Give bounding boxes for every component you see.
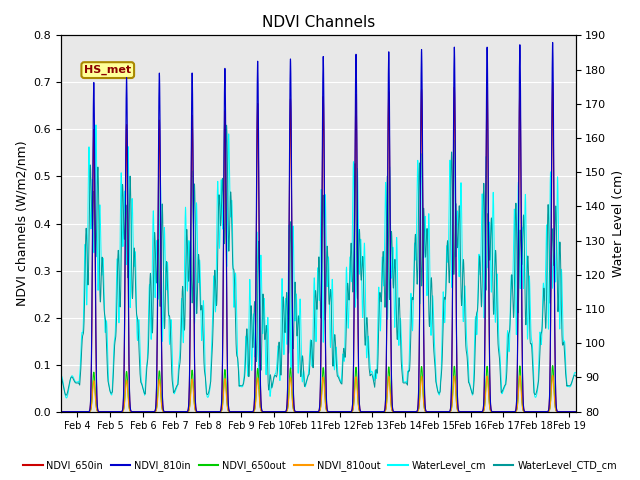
WaterLevel_CTD_cm — [572, 373, 579, 379]
Line: WaterLevel_CTD_cm: WaterLevel_CTD_cm — [61, 125, 575, 395]
NDVI_650out — [572, 409, 579, 415]
NDVI_810out — [83, 409, 91, 415]
Line: WaterLevel_cm: WaterLevel_cm — [61, 109, 575, 398]
NDVI_650in — [572, 409, 579, 415]
NDVI_650in — [466, 409, 474, 415]
Line: NDVI_810in: NDVI_810in — [61, 42, 575, 412]
NDVI_810out — [362, 409, 369, 415]
Y-axis label: NDVI channels (W/m2/nm): NDVI channels (W/m2/nm) — [15, 141, 28, 306]
NDVI_650in — [438, 409, 446, 415]
WaterLevel_CTD_cm — [244, 335, 252, 340]
Line: NDVI_810out: NDVI_810out — [61, 375, 575, 412]
WaterLevel_cm — [439, 301, 447, 307]
NDVI_650out — [548, 363, 556, 369]
WaterLevel_cm — [384, 295, 392, 301]
WaterLevel_cm — [83, 299, 91, 304]
Y-axis label: Water Level (cm): Water Level (cm) — [612, 170, 625, 277]
NDVI_650in — [83, 409, 91, 415]
NDVI_810in — [438, 409, 446, 415]
WaterLevel_CTD_cm — [467, 384, 474, 389]
NDVI_810out — [384, 381, 392, 386]
NDVI_810in — [548, 39, 556, 45]
WaterLevel_cm — [572, 370, 579, 376]
NDVI_810in — [466, 409, 474, 415]
NDVI_810out — [548, 372, 556, 378]
Title: NDVI Channels: NDVI Channels — [262, 15, 375, 30]
WaterLevel_cm — [57, 372, 65, 378]
NDVI_810out — [243, 409, 251, 415]
WaterLevel_cm — [244, 371, 252, 376]
Legend: NDVI_650in, NDVI_810in, NDVI_650out, NDVI_810out, WaterLevel_cm, WaterLevel_CTD_: NDVI_650in, NDVI_810in, NDVI_650out, NDV… — [19, 456, 621, 475]
WaterLevel_CTD_cm — [439, 342, 447, 348]
WaterLevel_CTD_cm — [362, 338, 369, 344]
WaterLevel_cm — [362, 308, 369, 314]
NDVI_650out — [466, 409, 474, 415]
NDVI_650in — [243, 409, 251, 415]
NDVI_650in — [548, 80, 556, 85]
NDVI_810out — [57, 409, 65, 415]
NDVI_650out — [57, 409, 65, 415]
WaterLevel_CTD_cm — [62, 392, 70, 398]
NDVI_650in — [384, 153, 392, 158]
WaterLevel_CTD_cm — [57, 375, 65, 381]
NDVI_650out — [438, 409, 446, 415]
NDVI_810in — [362, 409, 369, 415]
NDVI_810out — [466, 409, 474, 415]
NDVI_650in — [57, 409, 65, 415]
NDVI_810in — [572, 409, 579, 415]
Text: HS_met: HS_met — [84, 65, 131, 75]
NDVI_810in — [83, 409, 91, 415]
Line: NDVI_650in: NDVI_650in — [61, 83, 575, 412]
WaterLevel_cm — [221, 107, 228, 112]
NDVI_650out — [83, 409, 91, 415]
NDVI_810in — [384, 120, 392, 126]
WaterLevel_CTD_cm — [83, 247, 91, 253]
WaterLevel_cm — [63, 395, 70, 401]
WaterLevel_cm — [467, 382, 474, 388]
WaterLevel_CTD_cm — [384, 205, 392, 211]
Line: NDVI_650out: NDVI_650out — [61, 366, 575, 412]
NDVI_810out — [438, 409, 446, 415]
WaterLevel_CTD_cm — [223, 122, 230, 128]
NDVI_810out — [572, 409, 579, 415]
NDVI_810in — [57, 409, 65, 415]
NDVI_650out — [384, 373, 392, 379]
NDVI_810in — [243, 409, 251, 415]
NDVI_650out — [243, 409, 251, 415]
NDVI_650out — [362, 409, 369, 415]
NDVI_650in — [362, 409, 369, 415]
